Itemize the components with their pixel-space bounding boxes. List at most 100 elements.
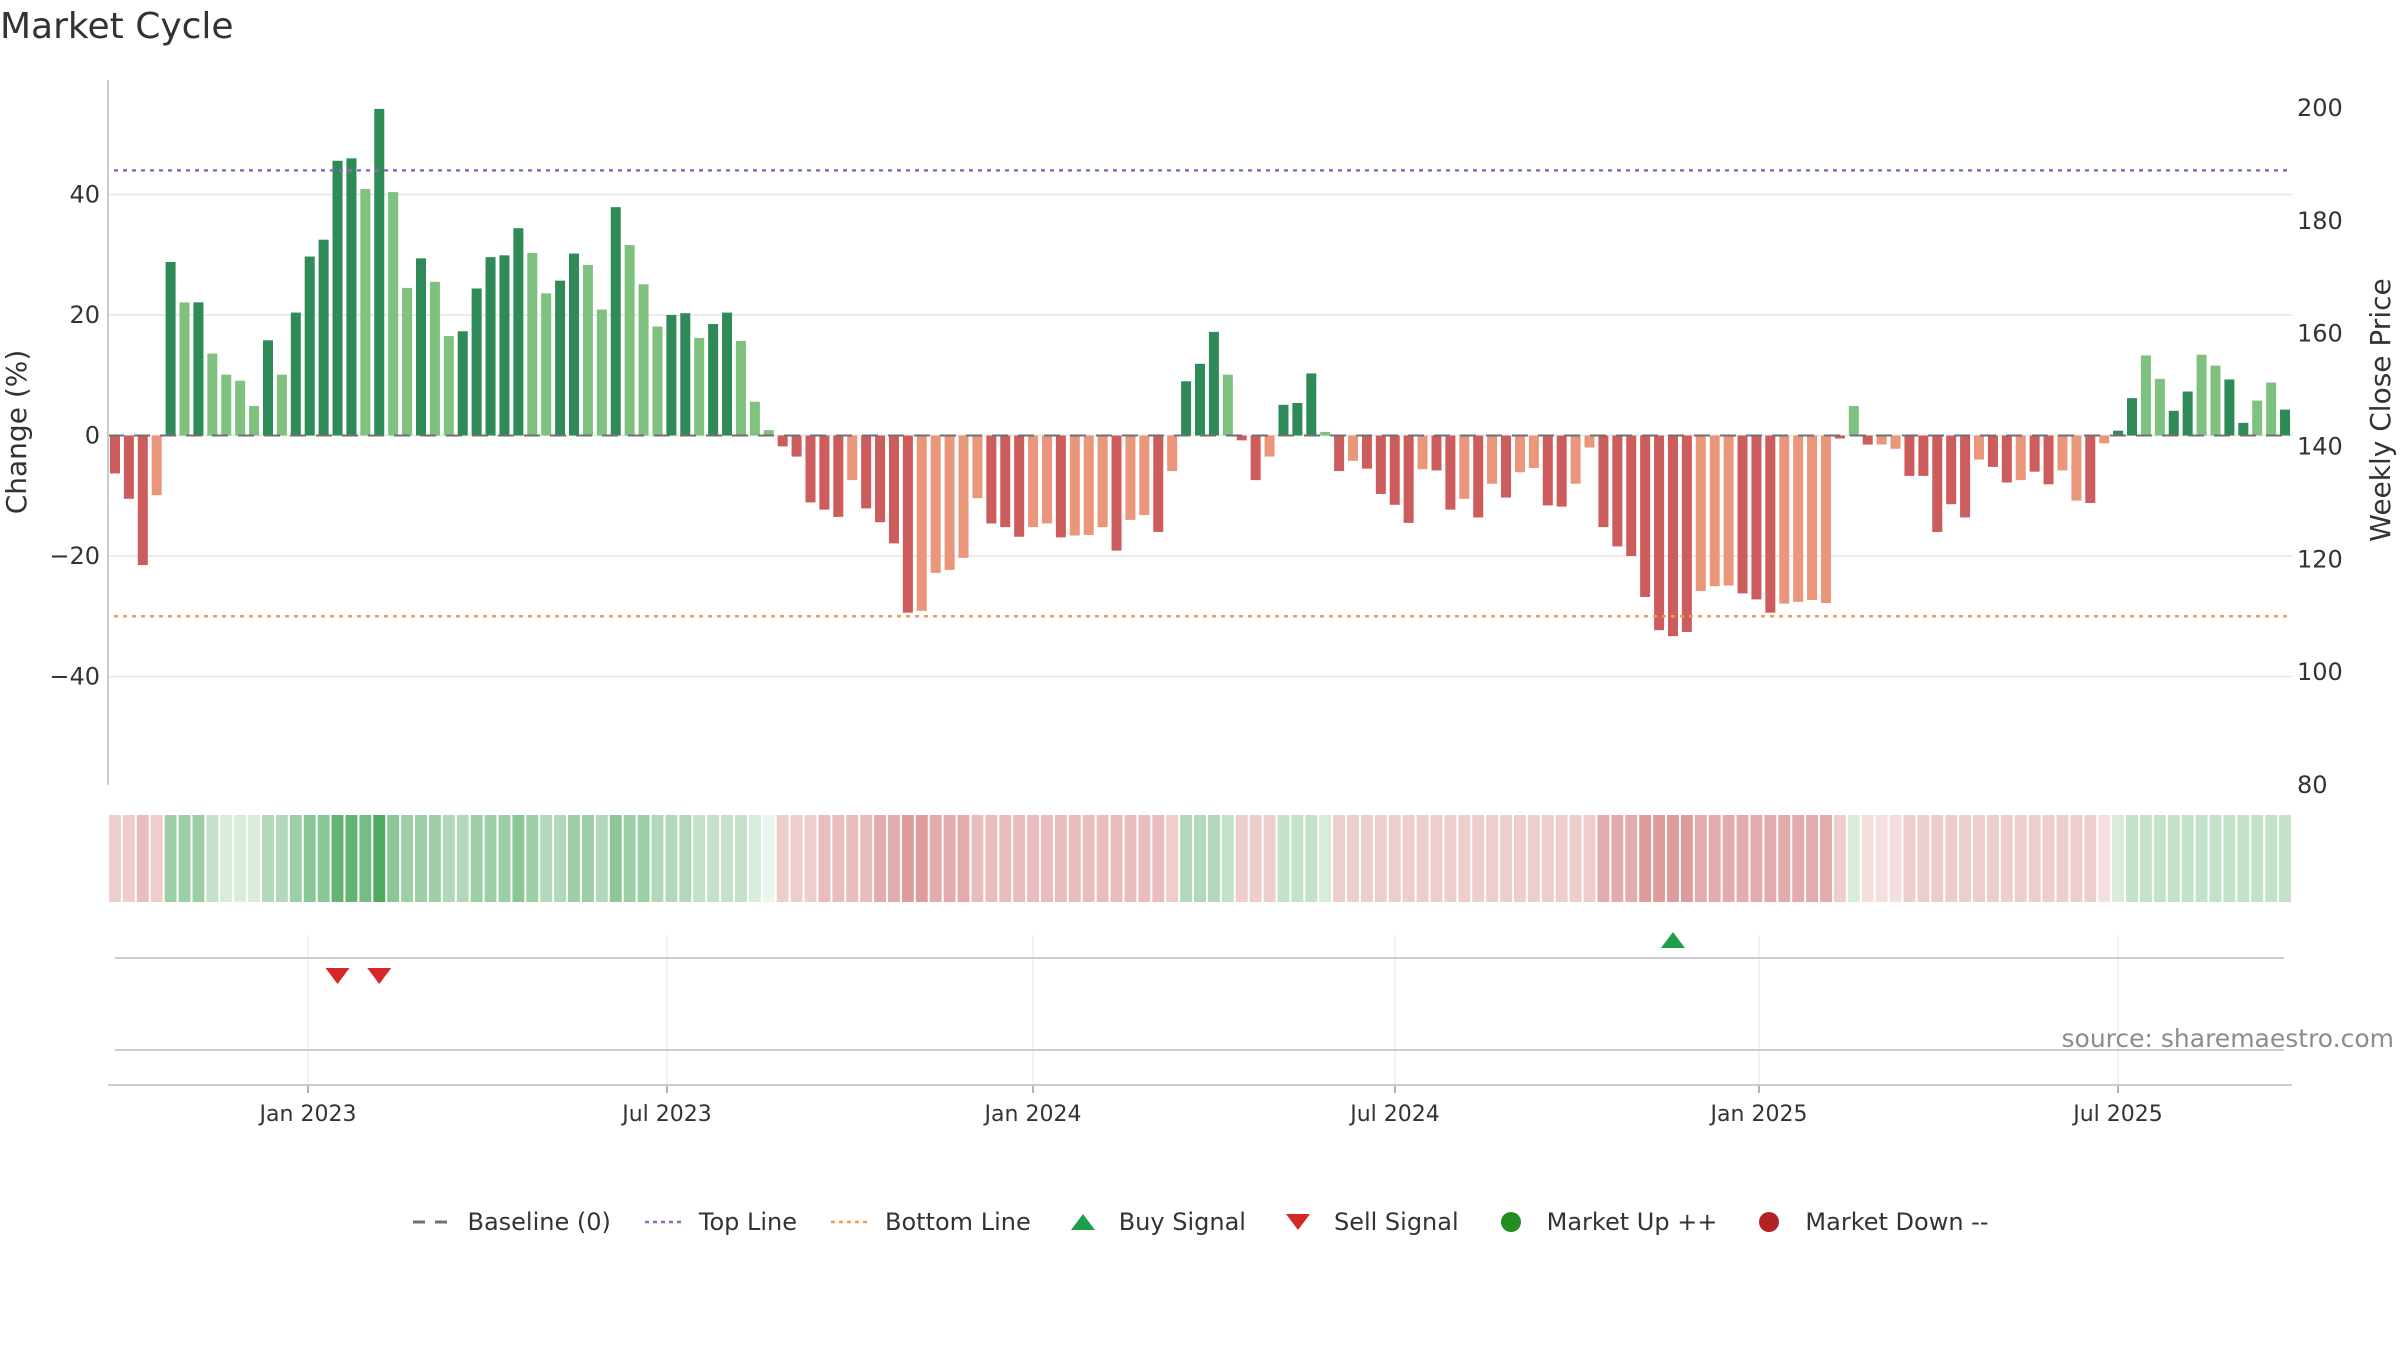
change-bar [541,293,552,436]
regime-cell [192,815,205,902]
y2-tick-label: 80 [2297,771,2328,799]
reference-lines [108,169,2292,618]
change-bar [1973,435,1985,460]
change-bar [1153,435,1164,532]
regime-cell [1319,815,1332,902]
x-tick-label: Jul 2025 [2071,1102,2163,1127]
signal-markers [325,932,1685,984]
legend-item: Baseline (0) [411,1208,611,1236]
change-bar [1904,435,1915,476]
change-bar [1320,431,1331,436]
change-bar [875,435,886,523]
regime-cell [2223,815,2236,902]
regime-cell [178,815,191,902]
change-bar [2224,379,2235,436]
change-bar [958,435,969,558]
regime-cell [2098,815,2111,902]
regime-cell [2139,815,2152,902]
regime-cell [1847,815,1860,902]
change-bar [861,435,872,509]
change-bar [1709,435,1720,587]
regime-cell [122,815,135,902]
change-bar [1737,435,1748,594]
change-bar [763,430,774,436]
change-bar [499,255,510,436]
regime-cell [1597,815,1610,902]
regime-cell [1416,815,1429,902]
change-bar [193,302,204,436]
change-bar [1041,435,1052,524]
change-bar [1167,435,1178,472]
regime-cell [568,815,580,902]
regime-cell [234,815,247,902]
change-bar [2182,391,2193,436]
change-bar [1765,435,1776,613]
regime-cell [317,815,330,902]
change-bar [2071,435,2082,501]
regime-cell [818,815,831,902]
change-bar [151,435,162,496]
regime-cell [303,815,316,902]
regime-cell [206,815,219,902]
bars [109,108,2291,637]
y2-tick-label: 160 [2297,320,2343,348]
regime-cell [1152,815,1165,902]
change-bar [777,435,788,447]
regime-cell [1778,815,1791,902]
regime-cell [1653,815,1666,902]
regime-cell [1611,815,1624,902]
regime-cell [581,815,594,902]
change-bar [2113,430,2124,436]
regime-cell [2014,815,2027,902]
x-tick-label: Jan 2023 [258,1102,357,1127]
change-bar [1626,435,1637,557]
regime-cell [1541,815,1554,902]
change-bar [2057,435,2068,471]
regime-cell [874,815,887,902]
regime-cell [1333,815,1346,902]
regime-cell [1875,815,1888,902]
change-bar [986,435,997,524]
regime-cell [2265,815,2278,902]
legend: Baseline (0) Top Line Bottom Line Buy Signa… [0,1208,2400,1236]
regime-cell [470,815,483,902]
regime-cell [1764,815,1777,902]
change-bar [680,313,691,436]
change-bar [304,256,315,436]
regime-cell [1833,815,1846,902]
change-bar [1667,435,1678,637]
change-bar [2252,400,2263,436]
regime-cell [957,815,970,902]
regime-cell [1347,815,1359,902]
change-bar [1514,435,1525,473]
change-bar [1375,435,1386,494]
regime-cell [1806,815,1819,902]
change-bar [1584,435,1595,448]
change-bar [1848,405,1859,436]
regime-cell [1054,815,1067,902]
change-bar [972,435,983,499]
change-bar [1194,363,1206,436]
regime-cell [985,815,998,902]
change-bar [749,401,760,436]
legend-item: Bottom Line [829,1208,1031,1236]
legend-circle-icon [1500,1212,1521,1232]
change-bar [1403,435,1414,523]
regime-cell [707,815,720,902]
change-bar [1779,435,1790,604]
change-bar [2127,398,2138,436]
change-bar [805,435,816,503]
regime-cell [331,815,344,902]
regime-cell [164,815,177,902]
change-bar [388,192,399,436]
change-bar [833,435,844,517]
source-note: source: sharemaestro.com [2061,1024,2395,1053]
regime-cell [1221,815,1234,902]
regime-cell [679,815,692,902]
y2-tick-label: 100 [2297,658,2343,686]
regime-cell [1096,815,1109,902]
change-bar [1028,435,1039,528]
regime-cell [1458,815,1471,902]
regime-cell [2181,815,2194,902]
legend-dash-icon [413,1220,450,1224]
